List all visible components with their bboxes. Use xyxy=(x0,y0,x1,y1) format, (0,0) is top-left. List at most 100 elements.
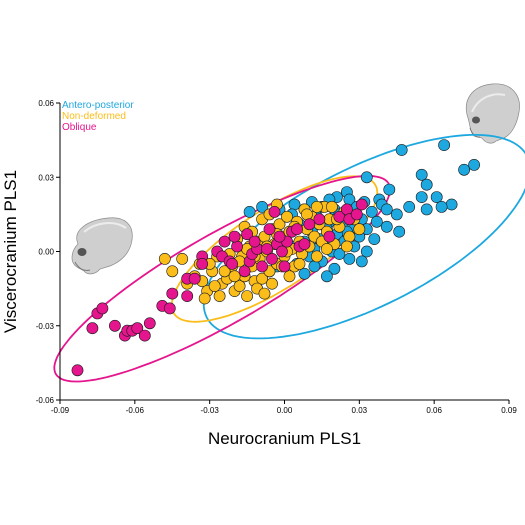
data-point-oblique xyxy=(138,329,151,342)
data-point-oblique xyxy=(355,198,368,211)
data-point-antero-posterior xyxy=(390,208,403,221)
data-point-non-deformed xyxy=(208,280,221,292)
data-point-antero-posterior xyxy=(415,168,428,181)
data-point-non-deformed xyxy=(228,270,241,283)
data-point-non-deformed xyxy=(241,290,253,302)
data-point-antero-posterior xyxy=(468,158,480,171)
data-point-non-deformed xyxy=(266,277,278,290)
data-point-oblique xyxy=(166,287,179,300)
data-point-antero-posterior xyxy=(420,203,433,216)
data-point-non-deformed xyxy=(176,252,189,265)
y-tick-label: -0.06 xyxy=(36,396,55,405)
data-point-antero-posterior xyxy=(256,200,268,213)
x-tick-label: -0.03 xyxy=(201,406,220,415)
y-tick-label: -0.03 xyxy=(36,322,55,331)
data-point-oblique xyxy=(181,290,194,302)
data-point-antero-posterior xyxy=(430,191,443,203)
data-point-oblique xyxy=(273,230,286,243)
data-point-antero-posterior xyxy=(360,245,373,258)
data-point-antero-posterior xyxy=(380,220,393,233)
data-point-oblique xyxy=(263,223,276,236)
data-point-oblique xyxy=(109,319,121,332)
x-tick-label: 0.06 xyxy=(426,406,442,415)
data-point-antero-posterior xyxy=(328,262,341,275)
data-point-antero-posterior xyxy=(298,267,311,280)
data-point-antero-posterior xyxy=(395,144,408,156)
data-point-oblique xyxy=(226,257,238,270)
legend-item-antero-posterior: Antero-posterior xyxy=(62,100,134,111)
data-point-oblique xyxy=(303,218,316,231)
data-point-oblique xyxy=(313,213,326,226)
data-point-oblique xyxy=(291,223,303,236)
data-point-antero-posterior xyxy=(368,233,381,245)
data-point-antero-posterior xyxy=(383,183,396,196)
data-point-oblique xyxy=(196,257,209,270)
data-point-antero-posterior xyxy=(288,198,301,211)
y-tick-label: 0.03 xyxy=(38,173,54,182)
data-point-antero-posterior xyxy=(370,215,383,228)
data-point-oblique xyxy=(298,238,311,250)
data-point-non-deformed xyxy=(233,280,246,292)
y-axis-title: Viscerocranium PLS1 xyxy=(1,170,20,333)
data-point-oblique xyxy=(96,302,109,315)
data-point-non-deformed xyxy=(310,200,323,213)
x-tick-label: 0.03 xyxy=(352,406,368,415)
data-point-antero-posterior xyxy=(365,205,378,218)
data-point-oblique xyxy=(218,235,231,248)
y-tick-label: 0.06 xyxy=(38,99,54,108)
legend-item-oblique: Oblique xyxy=(62,122,97,133)
data-point-non-deformed xyxy=(283,270,296,283)
data-point-oblique xyxy=(350,208,363,221)
data-point-oblique xyxy=(86,322,99,335)
data-point-antero-posterior xyxy=(435,200,448,213)
data-point-antero-posterior xyxy=(380,203,393,216)
x-tick-label: -0.09 xyxy=(51,406,70,415)
data-point-non-deformed xyxy=(300,208,313,221)
data-point-non-deformed xyxy=(213,290,226,302)
data-point-non-deformed xyxy=(158,252,171,265)
data-point-oblique xyxy=(163,302,176,315)
data-point-non-deformed xyxy=(325,200,338,213)
data-point-antero-posterior xyxy=(403,200,416,213)
data-point-non-deformed xyxy=(293,257,306,270)
data-point-non-deformed xyxy=(256,272,268,285)
data-point-non-deformed xyxy=(340,240,353,253)
data-point-non-deformed xyxy=(166,265,179,278)
data-point-oblique xyxy=(228,230,241,243)
data-point-oblique xyxy=(231,240,243,253)
data-point-non-deformed xyxy=(310,250,323,263)
x-tick-label: -0.06 xyxy=(126,406,145,415)
data-point-non-deformed xyxy=(258,287,271,300)
data-point-antero-posterior xyxy=(243,205,256,218)
data-point-oblique xyxy=(143,317,156,330)
ellipse-antero-posterior xyxy=(202,134,525,340)
data-point-antero-posterior xyxy=(415,191,428,203)
data-point-antero-posterior xyxy=(360,171,373,184)
data-point-oblique xyxy=(131,322,144,335)
data-point-non-deformed xyxy=(320,243,333,255)
data-point-oblique xyxy=(256,260,268,273)
data-point-non-deformed xyxy=(281,210,293,223)
data-point-oblique xyxy=(268,205,281,218)
data-point-non-deformed xyxy=(198,292,211,305)
data-point-oblique xyxy=(71,364,84,377)
data-point-non-deformed xyxy=(353,223,366,236)
data-point-antero-posterior xyxy=(320,270,333,283)
data-point-antero-posterior xyxy=(420,178,433,191)
data-point-antero-posterior xyxy=(333,248,346,260)
data-point-oblique xyxy=(266,252,278,265)
y-tick-label: 0.00 xyxy=(38,248,54,257)
x-tick-label: 0.00 xyxy=(277,406,293,415)
x-tick-label: 0.09 xyxy=(501,406,517,415)
axes: -0.09 -0.06 -0.03 0.00 0.03 0.06 0.090.060.030… xyxy=(36,99,518,415)
data-point-oblique xyxy=(241,228,253,241)
data-point-antero-posterior xyxy=(343,252,356,265)
data-point-oblique xyxy=(248,235,261,248)
data-point-antero-posterior xyxy=(438,139,450,151)
data-point-antero-posterior xyxy=(308,260,321,273)
data-point-non-deformed xyxy=(218,265,231,278)
data-point-antero-posterior xyxy=(445,198,458,211)
x-axis-title: Neurocranium PLS1 xyxy=(208,429,361,448)
data-point-oblique xyxy=(323,230,336,243)
